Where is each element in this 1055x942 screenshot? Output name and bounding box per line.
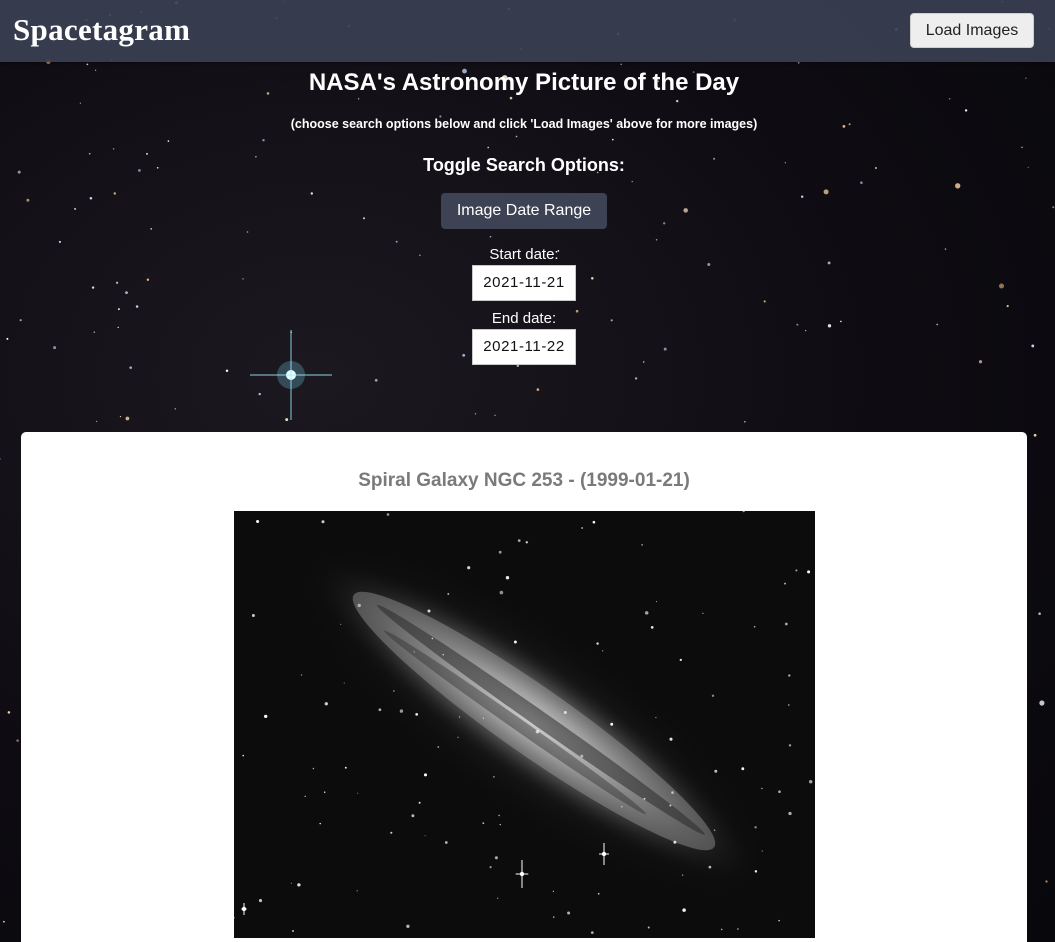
page-subtitle: (choose search options below and click '… <box>290 117 758 131</box>
image-date-range-button[interactable]: Image Date Range <box>441 193 607 229</box>
load-images-button[interactable]: Load Images <box>910 13 1034 48</box>
brand-logo[interactable]: Spacetagram <box>13 12 191 47</box>
galaxy-photo <box>234 511 813 934</box>
image-title: Spiral Galaxy NGC 253 - (1999-01-21) <box>358 470 690 491</box>
page-title: NASA's Astronomy Picture of the Day <box>308 69 740 96</box>
start-date-input[interactable]: 2021-11-21 <box>472 265 576 301</box>
start-date-label: Start date: <box>489 246 559 263</box>
apod-image[interactable] <box>234 511 815 938</box>
image-card: Spiral Galaxy NGC 253 - (1999-01-21) <box>21 432 1027 942</box>
search-header: NASA's Astronomy Picture of the Day (cho… <box>0 62 1048 365</box>
navbar: Spacetagram Load Images <box>0 0 1055 62</box>
end-date-label: End date: <box>491 310 557 327</box>
end-date-input[interactable]: 2021-11-22 <box>472 329 576 365</box>
toggle-search-heading: Toggle Search Options: <box>423 155 625 175</box>
